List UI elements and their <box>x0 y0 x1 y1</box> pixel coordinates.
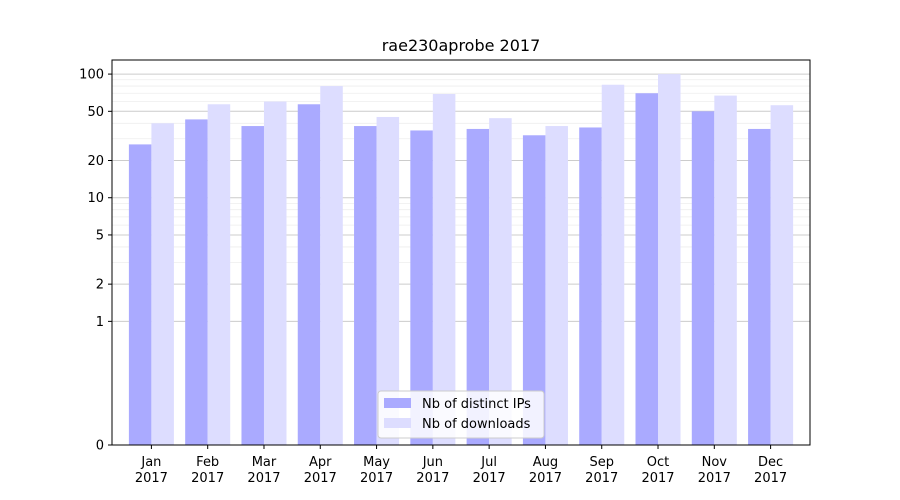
x-tick-label-year: 2017 <box>360 471 393 486</box>
bar-distinct-ips-jan <box>128 144 152 445</box>
x-tick-label-month: Oct <box>647 455 669 470</box>
bar-distinct-ips-apr <box>297 104 321 445</box>
bar-distinct-ips-mar <box>241 126 264 445</box>
bar-distinct-ips-oct <box>635 93 659 445</box>
bar-distinct-ips-dec <box>748 128 771 445</box>
x-axis: Jan2017Feb2017Mar2017Apr2017May2017Jun20… <box>135 445 787 486</box>
bar-downloads-jul <box>489 118 512 446</box>
bar-distinct-ips-jul <box>466 128 490 445</box>
x-tick-label-month: Jan <box>140 455 161 470</box>
bar-downloads-apr <box>320 86 343 446</box>
bar-downloads-jun <box>432 94 456 445</box>
x-tick-label-month: Aug <box>533 455 558 470</box>
bar-distinct-ips-feb <box>185 119 208 445</box>
x-tick-label-month: Sep <box>589 455 614 470</box>
x-tick-label-month: Mar <box>252 455 277 470</box>
plot-area-frame <box>111 59 811 446</box>
legend-label: Nb of downloads <box>422 417 531 432</box>
y-tick-label: 50 <box>87 105 104 120</box>
bar-downloads-nov <box>714 95 737 445</box>
x-tick-label-month: May <box>363 455 390 470</box>
bar-distinct-ips-jun <box>410 130 433 445</box>
y-tick-label: 0 <box>96 439 104 454</box>
x-tick-label-year: 2017 <box>416 471 449 486</box>
bar-downloads-dec <box>770 105 794 445</box>
legend-label: Nb of distinct IPs <box>422 397 531 412</box>
x-tick-label-month: Jun <box>422 455 443 470</box>
x-tick-label-month: Apr <box>309 455 332 470</box>
bar-downloads-feb <box>207 104 231 445</box>
x-tick-label-year: 2017 <box>473 471 506 486</box>
legend-swatch <box>384 418 411 428</box>
bar-downloads-sep <box>601 84 625 445</box>
bar-downloads-aug <box>545 126 568 445</box>
legend-swatch <box>384 398 411 408</box>
legend: Nb of distinct IPs Nb of downloads <box>377 390 545 439</box>
bar-distinct-ips-nov <box>691 111 715 445</box>
x-tick-label-year: 2017 <box>754 471 787 486</box>
y-tick-label: 5 <box>96 228 104 243</box>
y-tick-label: 2 <box>96 278 104 293</box>
x-tick-label-year: 2017 <box>641 471 674 486</box>
x-tick-label-month: Dec <box>758 455 783 470</box>
x-tick-label-year: 2017 <box>135 471 168 486</box>
x-tick-label-year: 2017 <box>191 471 224 486</box>
bar-downloads-mar <box>263 101 287 445</box>
y-tick-label: 10 <box>87 191 104 206</box>
bar-downloads-may <box>376 116 400 445</box>
bar-distinct-ips-aug <box>522 135 546 445</box>
y-tick-label: 20 <box>87 154 104 169</box>
bar-distinct-ips-may <box>354 126 377 445</box>
legend-box <box>377 390 545 439</box>
bar-downloads-oct <box>658 74 681 446</box>
y-tick-label: 1 <box>96 315 104 330</box>
bar-distinct-ips-sep <box>579 127 602 446</box>
y-tick-label: 100 <box>79 68 104 83</box>
x-tick-label-year: 2017 <box>247 471 280 486</box>
x-tick-label-year: 2017 <box>585 471 618 486</box>
x-tick-label-year: 2017 <box>698 471 731 486</box>
bars <box>128 74 794 446</box>
bar-downloads-jan <box>151 123 174 445</box>
x-tick-label-year: 2017 <box>529 471 562 486</box>
x-tick-label-year: 2017 <box>304 471 337 486</box>
x-tick-label-month: Jul <box>480 455 497 470</box>
x-tick-label-month: Nov <box>702 455 728 470</box>
x-tick-label-month: Feb <box>196 455 219 470</box>
chart-title: rae230aprobe 2017 <box>382 36 541 55</box>
y-axis: 0 1 2 5 10 20 50 100 <box>79 68 112 454</box>
